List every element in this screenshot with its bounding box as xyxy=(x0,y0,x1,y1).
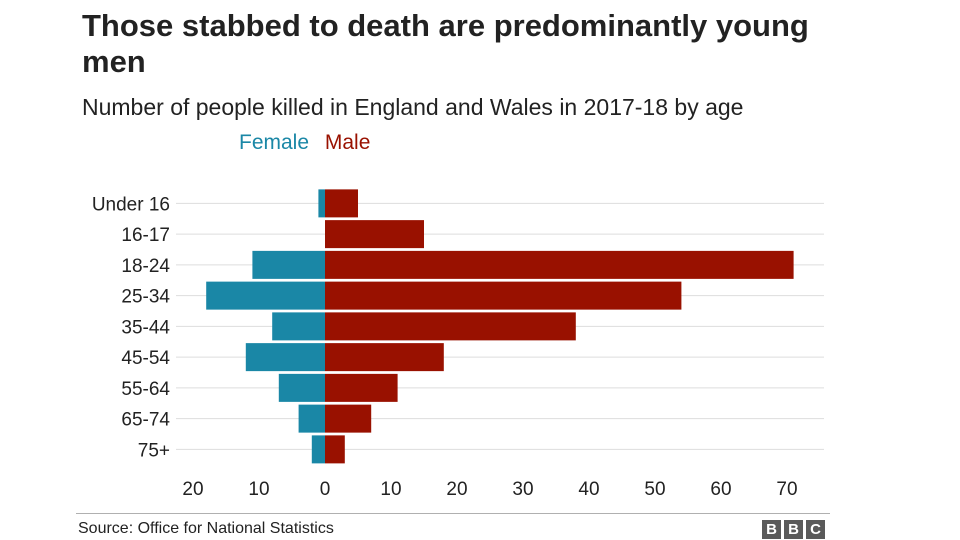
x-tick-label: 30 xyxy=(512,479,533,500)
y-tick-label: 75+ xyxy=(138,440,170,461)
x-axis-labels: 20 10 0 10 20 30 40 50 60 70 xyxy=(182,479,797,500)
bar-male xyxy=(325,343,444,372)
chart-title: Those stabbed to death are predominantly… xyxy=(82,8,809,79)
legend-male: Male xyxy=(324,131,371,154)
bar-female xyxy=(245,343,325,372)
bar-female xyxy=(272,312,325,341)
source-note: Source: Office for National Statistics xyxy=(78,520,334,537)
x-tick-label: 20 xyxy=(182,479,203,500)
bar-female xyxy=(311,435,325,464)
bbc-logo-letter: C xyxy=(806,520,825,539)
bar-male xyxy=(325,250,794,279)
x-tick-label: 60 xyxy=(710,479,731,500)
y-tick-label: 25-34 xyxy=(121,287,170,308)
bar-female xyxy=(298,404,325,433)
y-tick-label: 35-44 xyxy=(121,317,170,338)
bar-male xyxy=(325,404,372,433)
bbc-logo-letter: B xyxy=(784,520,803,539)
y-tick-label: 45-54 xyxy=(121,348,170,369)
bar-male xyxy=(325,281,682,310)
bar-female xyxy=(278,373,325,402)
bar-female xyxy=(318,189,325,218)
bbc-logo: B B C xyxy=(762,520,825,539)
y-tick-label: 55-64 xyxy=(121,379,170,400)
bar-male xyxy=(325,373,398,402)
bar-female xyxy=(206,281,325,310)
legend-female: Female xyxy=(239,131,310,154)
x-tick-label: 0 xyxy=(320,479,331,500)
chart-subtitle: Number of people killed in England and W… xyxy=(82,94,744,120)
footer-divider xyxy=(76,513,830,514)
x-tick-label: 10 xyxy=(380,479,401,500)
x-tick-label: 10 xyxy=(248,479,269,500)
bar-male xyxy=(325,312,576,341)
y-tick-label: Under 16 xyxy=(92,194,170,215)
x-tick-label: 40 xyxy=(578,479,599,500)
bar-male xyxy=(325,189,358,218)
legend: Female Male xyxy=(239,129,380,157)
bar-female xyxy=(252,250,325,279)
x-tick-label: 50 xyxy=(644,479,665,500)
y-axis-labels: Under 16 16-17 18-24 25-34 35-44 45-54 55-64 65… xyxy=(92,194,171,461)
y-tick-label: 65-74 xyxy=(121,410,170,431)
y-tick-label: 16-17 xyxy=(121,225,170,246)
bars xyxy=(206,189,794,464)
bar-male xyxy=(325,435,345,464)
bbc-logo-letter: B xyxy=(762,520,781,539)
y-tick-label: 18-24 xyxy=(121,256,170,277)
x-tick-label: 70 xyxy=(776,479,797,500)
x-tick-label: 20 xyxy=(446,479,467,500)
bar-male xyxy=(325,220,424,249)
